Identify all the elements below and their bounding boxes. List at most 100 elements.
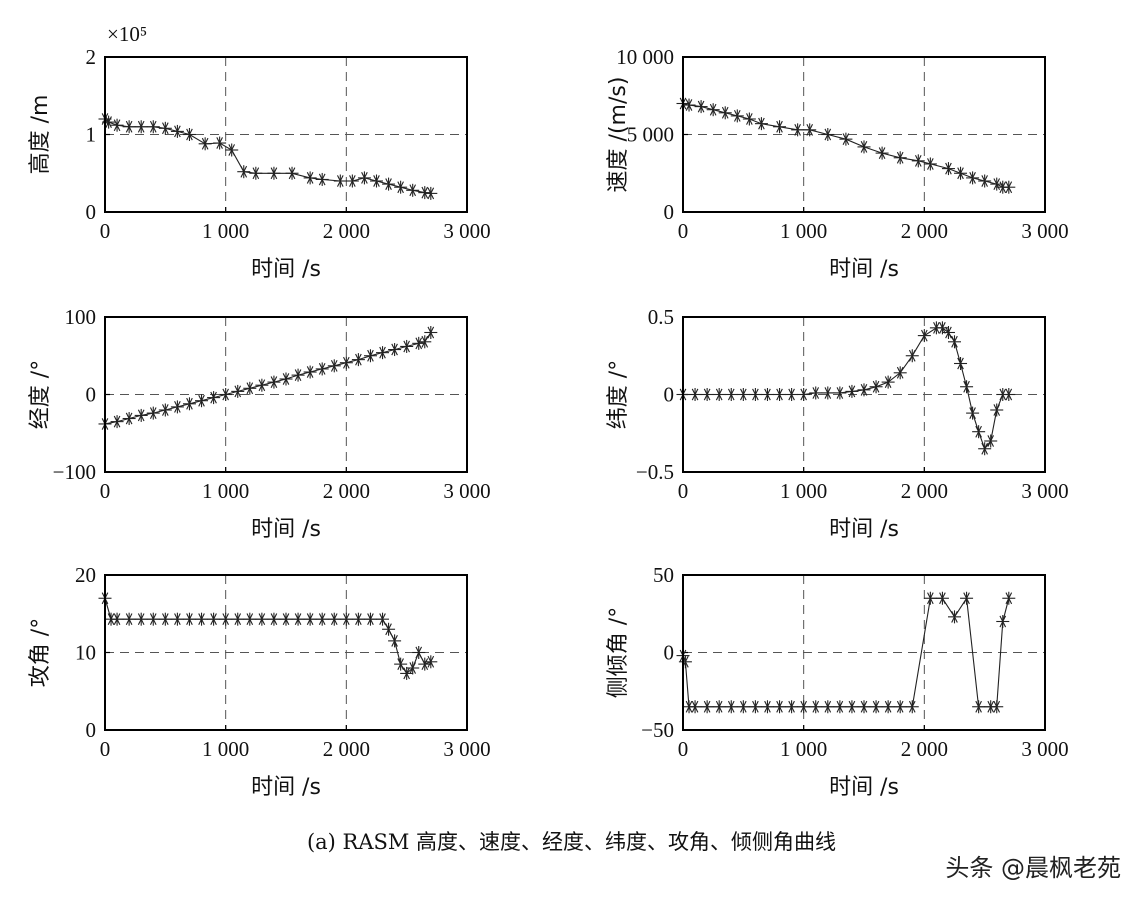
data-point-marker [960, 380, 974, 394]
data-point-marker [243, 612, 257, 626]
data-point-marker [158, 121, 172, 135]
data-point-marker [267, 612, 281, 626]
plot-frame [104, 316, 468, 473]
data-point-marker [923, 591, 937, 605]
data-point-marker [303, 612, 317, 626]
data-point-marker [406, 661, 420, 675]
x-tick-label: 0 [678, 737, 689, 761]
x-tick-label: 2 000 [323, 479, 370, 503]
data-point-marker [791, 123, 805, 137]
data-point-marker [195, 394, 209, 408]
x-axis-label: 时间 /s [829, 775, 899, 800]
data-point-marker [821, 128, 835, 141]
data-point-marker [363, 349, 377, 363]
x-tick-label: 0 [100, 737, 111, 761]
data-point-marker [978, 442, 992, 456]
data-point-marker [935, 591, 949, 605]
y-tick-label: 0 [664, 383, 675, 407]
subplot-grid: 0 1 000 2 000 3 000 0 1 2 ×10⁵ 时间 /s 高度 /m 0 1 000 2… [28, 22, 1069, 800]
y-tick-label: 0.5 [648, 305, 674, 329]
x-tick-label: 3 000 [1021, 219, 1068, 243]
y-tick-label: 0 [664, 200, 675, 224]
data-point-marker [182, 397, 196, 411]
data-point-marker [327, 359, 341, 373]
y-tick-label: 10 000 [616, 45, 674, 69]
data-point-marker [158, 403, 172, 417]
data-point-marker [394, 657, 408, 671]
data-point-marker [412, 336, 426, 350]
data-point-marker [875, 146, 889, 160]
y-axis-label: 侧倾角 /° [606, 607, 631, 698]
data-point-marker [718, 106, 732, 120]
series-line-angle-of-attack [104, 598, 431, 675]
data-point-marker [948, 610, 961, 624]
x-tick-label: 3 000 [443, 479, 490, 503]
data-point-marker [170, 124, 184, 138]
y-tick-label: 5 000 [627, 123, 674, 147]
figure-caption: (a) RASM 高度、速度、经度、纬度、攻角、倾侧角曲线 [306, 830, 837, 854]
data-point-marker [966, 171, 980, 185]
data-point-marker [724, 700, 738, 714]
subplot-angle-of-attack: 0 1 000 2 000 3 000 0 10 20 时间 /s 攻角 /° [28, 563, 491, 800]
data-point-marker [1002, 591, 1016, 605]
x-tick-label: 1 000 [202, 219, 249, 243]
x-axis-label: 时间 /s [251, 517, 321, 542]
data-point-marker [122, 412, 136, 426]
data-point-marker [122, 120, 136, 134]
data-point-marker [678, 655, 692, 669]
data-point-marker [134, 120, 148, 134]
data-point-marker [198, 137, 212, 151]
x-tick-label: 0 [678, 479, 689, 503]
data-point-marker [821, 700, 835, 714]
y-axis-label: 攻角 /° [28, 618, 53, 687]
plot-frame [104, 574, 468, 731]
data-point-marker [424, 186, 438, 200]
data-point-marker [1002, 180, 1016, 194]
watermark-text: 头条 @晨枫老苑 [945, 854, 1121, 882]
y-tick-label: 0 [664, 641, 675, 665]
data-point-marker [291, 612, 305, 626]
data-point-marker [363, 612, 377, 626]
data-point-marker [134, 408, 148, 422]
data-point-marker [773, 700, 787, 714]
data-point-marker [279, 612, 293, 626]
data-point-marker [748, 388, 762, 401]
plot-frame [104, 56, 468, 213]
x-tick-label: 1 000 [780, 219, 827, 243]
data-point-marker [797, 700, 811, 714]
data-point-marker [688, 700, 702, 714]
data-point-marker [255, 612, 269, 626]
data-point-marker [797, 388, 811, 401]
data-point-marker [700, 388, 714, 401]
data-point-marker [803, 123, 817, 137]
data-point-marker [724, 388, 738, 401]
y-tick-label: 100 [65, 305, 97, 329]
data-point-marker [972, 425, 986, 439]
y-scale-multiplier: ×10⁵ [107, 22, 147, 46]
data-point-marker [736, 700, 750, 714]
data-point-marker [694, 100, 708, 114]
data-point-marker [388, 634, 402, 648]
data-point-marker [303, 365, 317, 379]
data-point-marker [237, 165, 251, 179]
data-point-marker [357, 171, 371, 185]
x-tick-label: 1 000 [202, 737, 249, 761]
data-point-marker [400, 339, 414, 353]
data-point-marker [315, 172, 329, 186]
data-point-marker [712, 700, 726, 714]
data-point-marker [1002, 388, 1016, 401]
data-point-marker [857, 383, 871, 397]
data-point-marker [231, 384, 245, 398]
data-point-marker [845, 700, 859, 714]
data-point-marker [412, 646, 426, 659]
data-point-marker [406, 183, 420, 197]
data-point-marker [243, 381, 257, 395]
y-axis-label: 高度 /m [28, 95, 53, 175]
data-point-marker [339, 612, 353, 626]
y-tick-label: 0 [86, 718, 97, 742]
x-tick-label: 2 000 [901, 479, 948, 503]
data-point-marker [881, 375, 895, 389]
data-point-marker [941, 326, 955, 339]
